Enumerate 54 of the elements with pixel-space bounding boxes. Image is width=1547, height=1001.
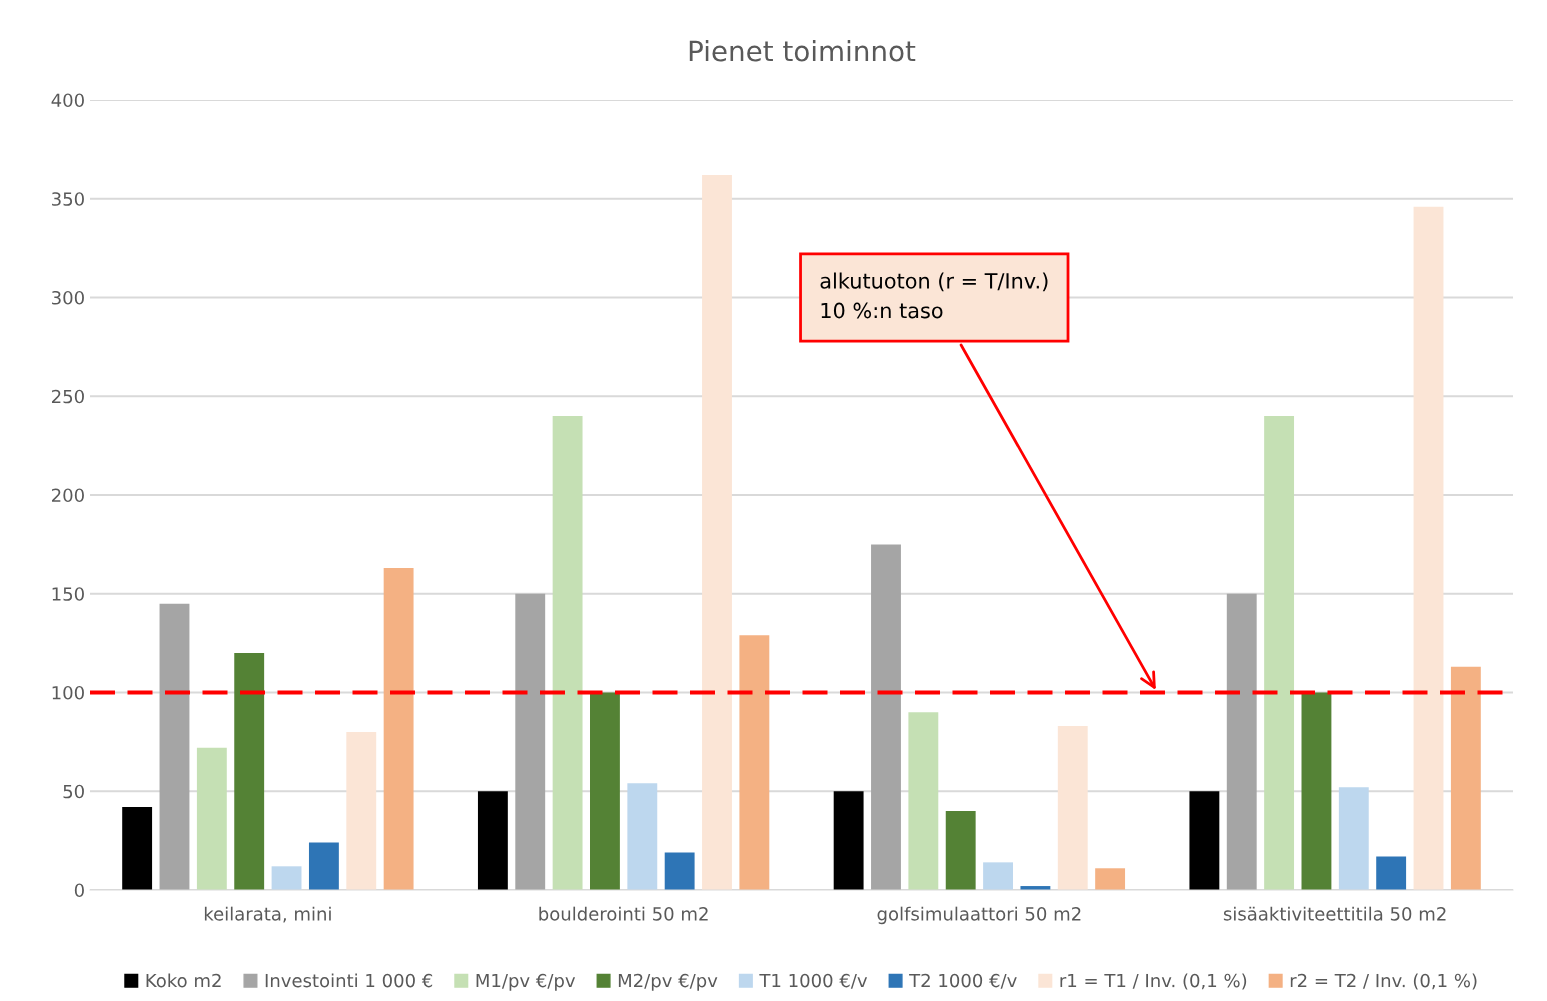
bar [383, 568, 414, 890]
legend-label: M2/pv €/pv [618, 973, 718, 991]
y-tick-label: 400 [51, 93, 84, 108]
ref-line-label: alkutuoton (r = T/Inv.) 10 %:n taso [820, 272, 1048, 319]
bar [1226, 593, 1257, 890]
y-tick-label: 300 [52, 290, 84, 305]
bar [1057, 726, 1088, 890]
bar [196, 747, 227, 890]
legend-label: T2 1000 €/v [909, 973, 1017, 989]
bar [234, 653, 265, 890]
y-tick-label: 50 [63, 784, 84, 799]
bar [1413, 206, 1444, 890]
bar [1338, 787, 1369, 890]
bar [983, 862, 1013, 890]
x-tick-label: boulderointi 50 m2 [539, 906, 708, 921]
bar [1095, 868, 1126, 890]
legend-label: M1/pv €/pv [476, 973, 576, 991]
y-tick-label: 250 [52, 389, 84, 404]
y-tick-label: 100 [52, 685, 84, 700]
legend-label: Investointi 1 000 € [265, 973, 433, 988]
bar [1301, 692, 1332, 890]
bar [271, 866, 302, 890]
y-tick-label: 350 [52, 192, 84, 206]
x-tick-label: sisäaktiviteettitila 50 m2 [1223, 906, 1446, 921]
legend-label: Koko m2 [146, 973, 221, 988]
bar [477, 791, 508, 890]
bar [552, 416, 583, 890]
bar [908, 712, 939, 890]
bar [702, 175, 732, 890]
chart-title: Pienet toiminnot [689, 40, 916, 62]
y-tick-label: 0 [74, 883, 84, 898]
bar [871, 544, 901, 890]
bar [308, 842, 339, 890]
bar [1376, 856, 1407, 890]
bar [1189, 791, 1220, 890]
bar [590, 692, 620, 890]
y-tick-label: 150 [52, 587, 84, 601]
x-tick-label: keilarata, mini [204, 906, 331, 923]
bar [1264, 416, 1295, 890]
bar [945, 811, 976, 890]
bar [664, 852, 695, 890]
y-tick-label: 200 [52, 488, 84, 503]
bar [159, 603, 190, 890]
x-tick-label: golfsimulaattori 50 m2 [877, 906, 1081, 925]
bar [515, 593, 546, 890]
bar [122, 807, 153, 890]
legend-label: T1 1000 €/v [759, 973, 868, 989]
legend-label: r1 = T1 / Inv. (0,1 %) [1060, 973, 1247, 990]
bar [346, 732, 377, 890]
bar [833, 791, 864, 890]
bar [1450, 666, 1481, 890]
legend-label: r2 = T2 / Inv. (0,1 %) [1290, 973, 1477, 990]
bar [739, 635, 770, 890]
bar [627, 783, 658, 890]
